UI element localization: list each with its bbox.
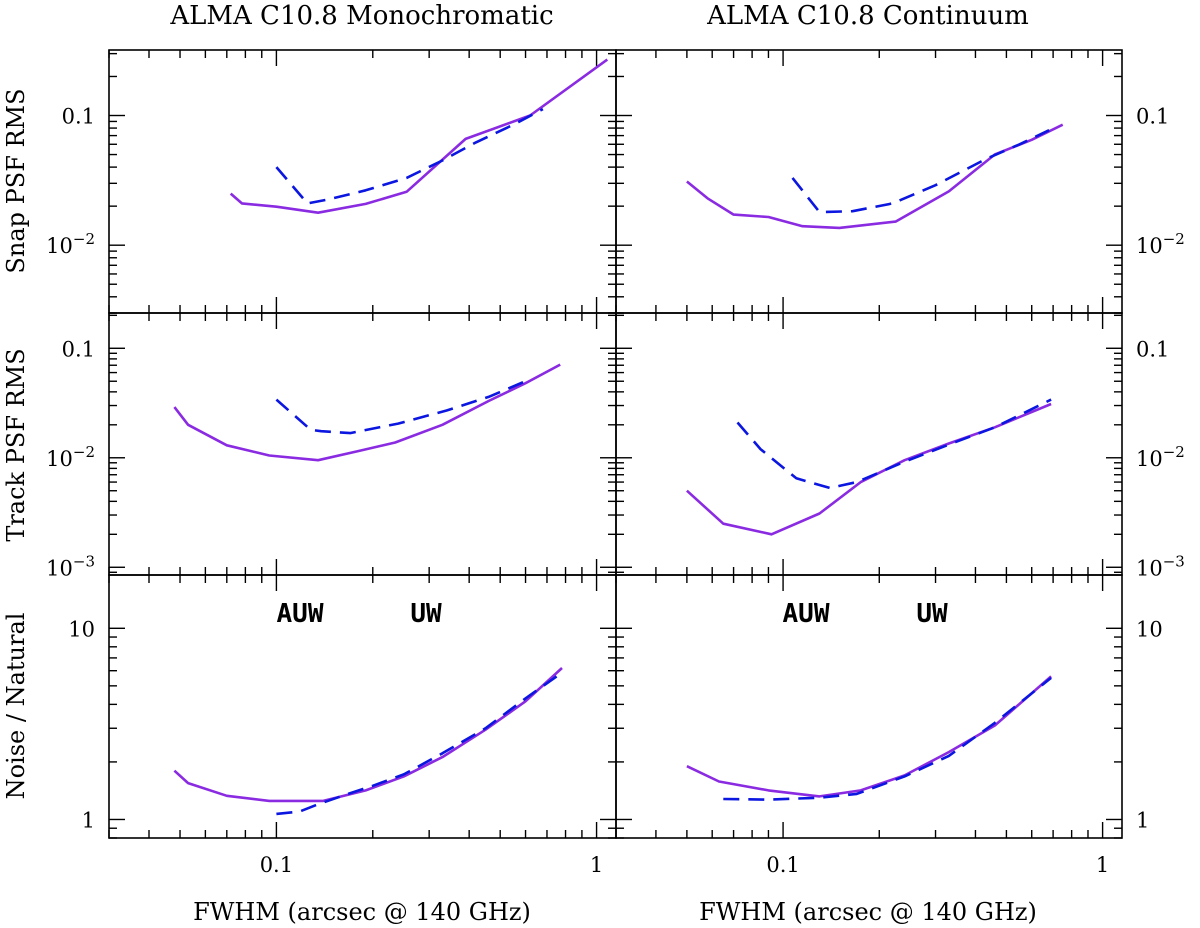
y-tick-label-left: 0.1 — [62, 105, 95, 129]
panel-frame-r1-c0 — [108, 312, 617, 576]
series-auw-r0-c1 — [686, 123, 1064, 230]
x-tick-label-c1: 0.1 — [766, 853, 799, 877]
legend-label-auw-left: AUW — [277, 599, 324, 629]
y-tick-label-exponent: −2 — [1163, 443, 1185, 461]
legend-label-auw-right: AUW — [783, 599, 830, 629]
y-tick-label-right: 10−2 — [1136, 230, 1185, 258]
y-tick-label-left: 10−2 — [46, 230, 95, 258]
y-axis-label-noise: Noise / Natural — [2, 613, 30, 800]
y-tick-label-right: 0.1 — [1136, 337, 1169, 361]
panel-frame-r0-c0 — [108, 49, 617, 314]
y-tick-label-base: 0.1 — [62, 105, 95, 129]
x-axis-label-right: FWHM (arcsec @ 140 GHz) — [699, 898, 1037, 926]
y-tick-label-base: 1 — [1136, 808, 1149, 832]
y-tick-label-right: 10−2 — [1136, 443, 1185, 471]
y-tick-label-base: 10 — [68, 617, 95, 641]
series-auw-r2-c1 — [686, 675, 1052, 798]
panel-frame-r2-c1 — [615, 574, 1123, 839]
y-tick-label-base: 0.1 — [1136, 337, 1169, 361]
series-lines — [173, 58, 1064, 816]
series-uw-r1-c0 — [275, 380, 527, 435]
panel-frames — [108, 49, 1123, 839]
y-tick-label-right: 1 — [1136, 808, 1149, 832]
y-tick-label-base: 10 — [46, 234, 73, 258]
legend-label-uw-right: UW — [916, 599, 948, 629]
panel-frame-r1-c1 — [615, 312, 1123, 576]
series-uw-r0-c0 — [275, 107, 544, 205]
y-tick-label-exponent: −2 — [73, 230, 95, 248]
column-title-continuum: ALMA C10.8 Continuum — [706, 1, 1029, 31]
series-uw-r2-c1 — [723, 676, 1052, 801]
column-title-monochromatic: ALMA C10.8 Monochromatic — [169, 1, 553, 31]
y-tick-label-exponent: −2 — [73, 443, 95, 461]
panel-frame-r0-c1 — [615, 49, 1123, 314]
y-tick-label-left: 10−2 — [46, 443, 95, 471]
y-tick-label-left: 10−3 — [46, 552, 95, 580]
legend-label-uw-left: UW — [410, 599, 442, 629]
y-tick-label-exponent: −3 — [73, 552, 95, 570]
y-tick-label-base: 10 — [1136, 617, 1163, 641]
series-uw-r1-c1 — [736, 398, 1052, 490]
y-tick-label-base: 0.1 — [1136, 105, 1169, 129]
x-tick-label-c1: 1 — [1096, 853, 1109, 877]
y-tick-label-base: 10 — [46, 556, 73, 580]
x-tick-label-c0: 1 — [590, 853, 603, 877]
y-tick-label-left: 10 — [68, 617, 95, 641]
series-uw-r0-c1 — [791, 129, 1050, 214]
x-axis-label-left: FWHM (arcsec @ 140 GHz) — [193, 898, 531, 926]
y-tick-label-right: 0.1 — [1136, 105, 1169, 129]
series-auw-r2-c0 — [173, 667, 563, 803]
y-tick-label-base: 10 — [1136, 556, 1163, 580]
panel-frame-r2-c0 — [108, 574, 617, 839]
y-tick-label-base: 10 — [46, 447, 73, 471]
y-tick-label-right: 10−3 — [1136, 552, 1185, 580]
y-axis-label-snap: Snap PSF RMS — [2, 88, 30, 273]
y-axis-label-track: Track PSF RMS — [2, 348, 30, 541]
y-tick-label-base: 1 — [82, 808, 95, 832]
series-auw-r0-c0 — [229, 58, 609, 214]
y-tick-label-base: 10 — [1136, 447, 1163, 471]
y-tick-label-exponent: −2 — [1163, 230, 1185, 248]
series-uw-r2-c0 — [276, 675, 558, 816]
y-tick-label-exponent: −3 — [1163, 552, 1185, 570]
y-tick-label-left: 0.1 — [62, 337, 95, 361]
series-auw-r1-c1 — [686, 402, 1052, 536]
figure-text: ALMA C10.8 Monochromatic ALMA C10.8 Cont… — [2, 1, 1037, 926]
axis-ticks — [108, 50, 1122, 839]
tick-labels: 10−2 10−20.1 0.110−3 10−310−2 10−20.1 0.11 110… — [46, 105, 1185, 877]
y-tick-label-right: 10 — [1136, 617, 1163, 641]
series-auw-r1-c0 — [173, 363, 561, 462]
x-tick-label-c0: 0.1 — [260, 853, 293, 877]
y-tick-label-left: 1 — [82, 808, 95, 832]
y-tick-label-base: 10 — [1136, 234, 1163, 258]
y-tick-label-base: 0.1 — [62, 337, 95, 361]
